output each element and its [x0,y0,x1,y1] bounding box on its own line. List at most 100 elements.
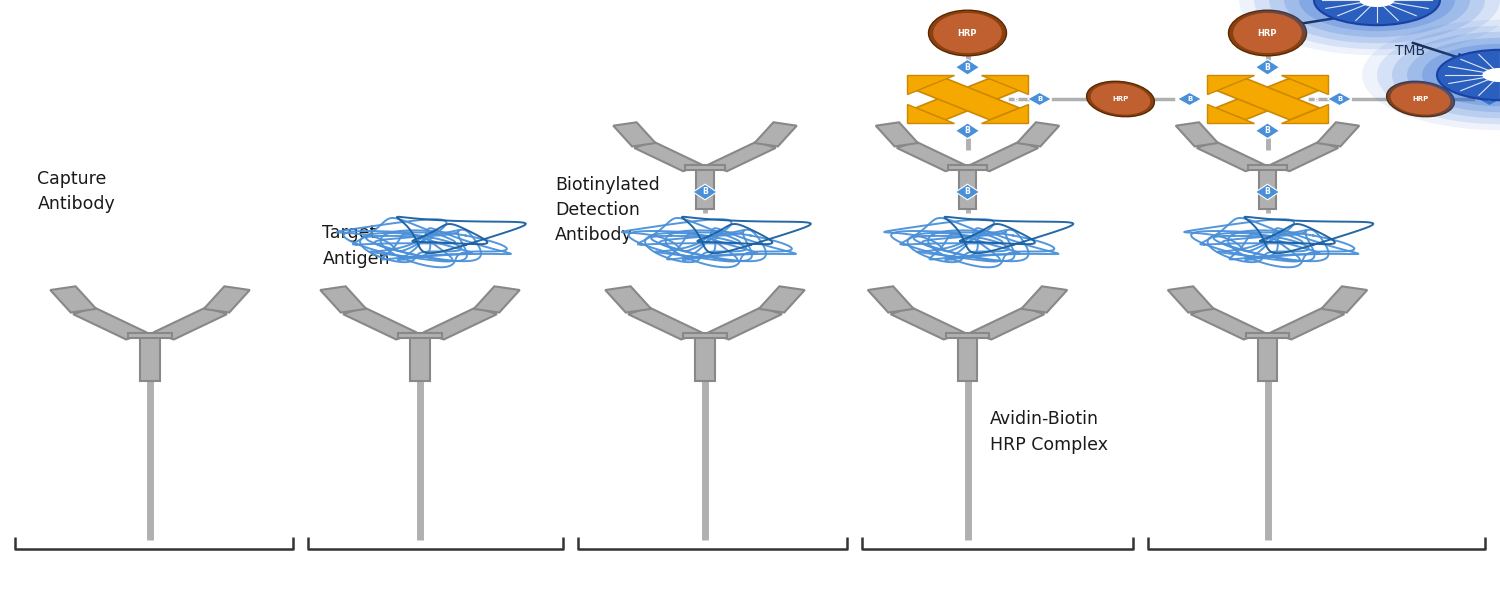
Polygon shape [915,78,1020,120]
Polygon shape [708,142,776,171]
Polygon shape [956,123,980,139]
Ellipse shape [1228,10,1306,56]
Text: B: B [1486,96,1492,102]
Text: B: B [702,187,708,196]
Polygon shape [606,286,651,313]
Text: B: B [1186,96,1192,102]
Polygon shape [754,122,796,146]
Circle shape [1314,0,1440,25]
Circle shape [1314,0,1440,25]
Polygon shape [906,104,954,124]
Polygon shape [1168,286,1214,313]
Polygon shape [956,59,980,75]
Text: Target
Antigen: Target Antigen [322,224,390,268]
Polygon shape [1328,92,1352,106]
Circle shape [1284,0,1470,37]
Polygon shape [321,286,366,313]
Polygon shape [1257,336,1276,381]
Polygon shape [946,333,988,338]
Text: B: B [1336,96,1342,102]
Text: B: B [1264,63,1270,72]
Polygon shape [1322,286,1366,313]
Polygon shape [344,307,417,340]
Text: Biotinylated
Detection
Antibody: Biotinylated Detection Antibody [555,176,660,244]
Text: B: B [1264,126,1270,135]
Polygon shape [1206,104,1254,124]
Polygon shape [310,208,525,269]
Polygon shape [129,333,171,338]
Text: B: B [1036,96,1042,102]
Polygon shape [891,307,965,340]
Ellipse shape [1233,13,1302,53]
Polygon shape [1191,307,1264,340]
Circle shape [1362,20,1500,130]
Polygon shape [858,208,1072,269]
Polygon shape [423,307,496,340]
Ellipse shape [1390,83,1450,115]
Polygon shape [956,184,980,200]
Polygon shape [1478,92,1500,106]
Polygon shape [684,333,726,338]
Polygon shape [153,307,226,340]
Text: Capture
Antibody: Capture Antibody [38,170,116,214]
Polygon shape [970,142,1038,171]
Text: B: B [964,126,970,135]
Polygon shape [1246,333,1288,338]
Polygon shape [686,165,724,170]
Text: B: B [1013,96,1019,102]
Polygon shape [596,208,810,269]
Text: A: A [1216,96,1222,102]
Circle shape [1482,68,1500,82]
Text: Avidin-Biotin
HRP Complex: Avidin-Biotin HRP Complex [990,410,1108,454]
Polygon shape [399,333,441,338]
Polygon shape [1256,59,1280,75]
Ellipse shape [1395,86,1446,112]
Circle shape [1299,0,1455,31]
Ellipse shape [1090,83,1150,115]
Circle shape [1239,0,1500,55]
Polygon shape [1028,92,1051,106]
Ellipse shape [1238,16,1298,50]
Polygon shape [1017,122,1059,146]
Text: B: B [964,187,970,196]
Polygon shape [51,286,96,313]
Polygon shape [1197,142,1264,171]
Polygon shape [1281,104,1329,124]
Text: A: A [916,96,922,102]
Polygon shape [1270,307,1344,340]
Polygon shape [693,184,717,200]
Text: HRP: HRP [1113,96,1128,102]
Polygon shape [74,307,147,340]
Polygon shape [1258,168,1276,209]
Text: HRP: HRP [1257,28,1276,37]
Circle shape [1359,0,1395,7]
Polygon shape [897,142,964,171]
Polygon shape [958,336,978,381]
Ellipse shape [928,10,1007,56]
Circle shape [1377,26,1500,124]
Polygon shape [1281,74,1329,94]
Text: B: B [1264,115,1270,121]
Polygon shape [694,336,714,381]
Polygon shape [1158,208,1372,269]
Circle shape [1422,44,1500,106]
Circle shape [1437,50,1500,100]
Polygon shape [1248,165,1287,170]
Ellipse shape [1086,81,1155,117]
Polygon shape [915,78,1020,120]
Polygon shape [204,286,249,313]
Circle shape [1269,0,1485,43]
Text: B: B [1264,187,1270,196]
Ellipse shape [933,13,1002,53]
Text: B: B [964,115,970,121]
Text: B: B [1264,77,1270,83]
Polygon shape [1317,122,1359,146]
Circle shape [1392,32,1500,118]
Text: B: B [1312,96,1318,102]
Polygon shape [628,307,702,340]
Polygon shape [958,168,976,209]
Polygon shape [1178,92,1202,106]
Polygon shape [1256,184,1280,200]
Polygon shape [970,307,1044,340]
Ellipse shape [938,16,998,50]
